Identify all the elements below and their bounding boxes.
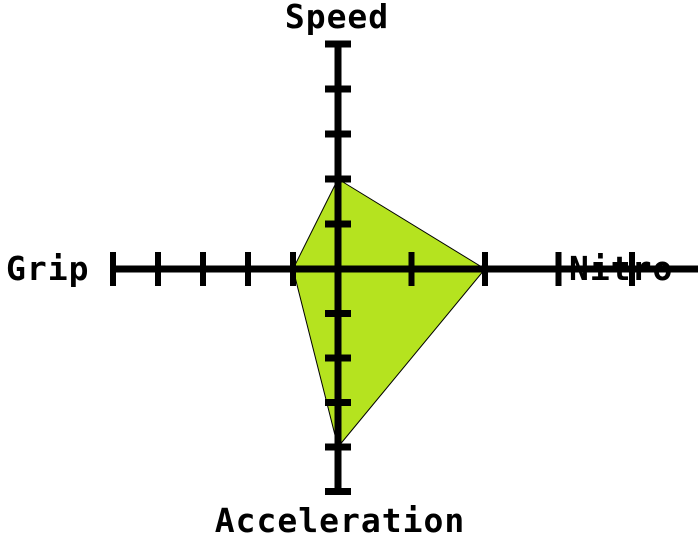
axis-label-speed: Speed xyxy=(285,0,389,36)
axis-label-acceleration: Acceleration xyxy=(215,501,465,540)
axes-overlay xyxy=(110,40,698,495)
axis-label-nitro: Nitro xyxy=(569,249,673,288)
axis-label-grip: Grip xyxy=(6,249,89,288)
stat-polygon xyxy=(292,178,486,449)
